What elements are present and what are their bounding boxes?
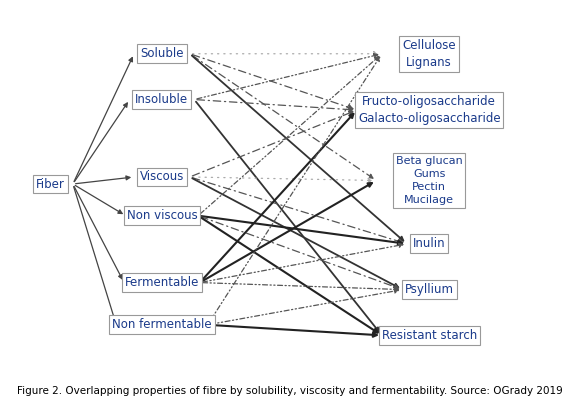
Text: Figure 2. Overlapping properties of fibre by solubility, viscosity and fermentab: Figure 2. Overlapping properties of fibr… <box>17 386 563 396</box>
Text: Psyllium: Psyllium <box>405 283 454 296</box>
Text: Viscous: Viscous <box>140 170 184 184</box>
Text: Soluble: Soluble <box>140 47 184 60</box>
Text: Cellulose
Lignans: Cellulose Lignans <box>403 39 456 69</box>
Text: Inulin: Inulin <box>413 237 445 250</box>
Text: Insoluble: Insoluble <box>135 93 188 106</box>
Text: Fermentable: Fermentable <box>125 276 199 289</box>
Text: Fiber: Fiber <box>36 178 65 190</box>
Text: Non viscous: Non viscous <box>126 209 197 222</box>
Text: Non fermentable: Non fermentable <box>112 318 212 331</box>
Text: Fructo-oligosaccharide
Galacto-oligosaccharide: Fructo-oligosaccharide Galacto-oligosacc… <box>358 95 501 125</box>
Text: Resistant starch: Resistant starch <box>382 329 477 342</box>
Text: Beta glucan
Gums
Pectin
Mucilage: Beta glucan Gums Pectin Mucilage <box>396 156 463 205</box>
